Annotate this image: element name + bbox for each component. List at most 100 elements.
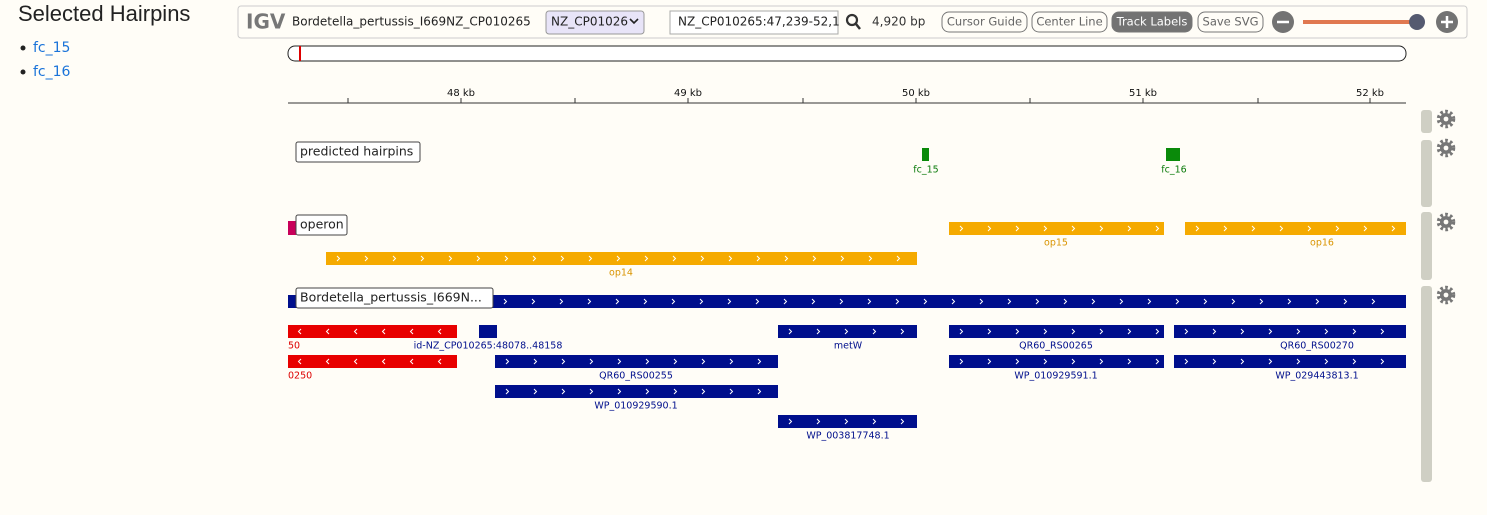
toolbar-button-label[interactable]: Save SVG <box>1203 15 1259 29</box>
strand-arrow <box>872 328 877 335</box>
track-drag-handle[interactable] <box>1421 110 1432 133</box>
strand-arrow <box>1268 358 1273 365</box>
strand-arrow <box>1184 358 1189 365</box>
gear-hole <box>1443 145 1449 151</box>
strand-arrow <box>727 298 732 305</box>
strand-arrow <box>788 328 793 335</box>
strand-arrow <box>699 298 704 305</box>
strand-arrow <box>895 298 900 305</box>
locus-value[interactable]: NZ_CP010265:47,239-52,1 <box>678 15 840 29</box>
strand-arrow <box>1127 358 1132 365</box>
locus-input[interactable] <box>669 10 839 35</box>
strand-arrow <box>645 388 650 395</box>
strand-arrow <box>1035 298 1040 305</box>
strand-arrow <box>1391 225 1396 232</box>
gene-feature[interactable] <box>288 355 457 368</box>
strand-arrow <box>588 255 593 262</box>
gear-teeth[interactable] <box>1436 109 1456 129</box>
hairpin-link[interactable]: fc_16 <box>33 64 71 80</box>
strand-arrow <box>959 225 964 232</box>
gene-feature[interactable] <box>949 325 1164 338</box>
strand-arrow <box>531 298 536 305</box>
track-label: Bordetella_pertussis_I669N... <box>300 290 482 305</box>
strand-arrow <box>1307 225 1312 232</box>
gear-teeth[interactable] <box>1436 285 1456 305</box>
strand-arrow <box>900 418 905 425</box>
strand-arrow <box>1371 298 1376 305</box>
strand-arrow <box>643 298 648 305</box>
strand-arrow <box>420 255 425 262</box>
operon-feature[interactable] <box>1185 222 1406 235</box>
strand-arrow <box>325 328 330 335</box>
strand-arrow <box>729 388 734 395</box>
strand-arrow <box>364 255 369 262</box>
gene-feature[interactable] <box>288 325 457 338</box>
strand-arrow <box>1343 298 1348 305</box>
track-label-box <box>295 141 421 163</box>
strand-arrow <box>617 358 622 365</box>
strand-arrow <box>844 418 849 425</box>
search-icon[interactable] <box>845 13 859 27</box>
zoom-knob[interactable] <box>1409 14 1425 30</box>
strand-arrow <box>561 388 566 395</box>
strand-arrow <box>1099 358 1104 365</box>
strand-arrow <box>1127 328 1132 335</box>
toolbar-button-label[interactable]: Center Line <box>1036 15 1102 29</box>
strand-arrow <box>1240 358 1245 365</box>
strand-arrow <box>336 255 341 262</box>
track-drag-handle[interactable] <box>1421 212 1432 280</box>
strand-arrow <box>987 328 992 335</box>
gene-feature[interactable] <box>495 355 778 368</box>
strand-arrow <box>1231 298 1236 305</box>
strand-arrow <box>700 255 705 262</box>
igv-logo: IGV <box>246 10 286 34</box>
gear-teeth[interactable] <box>1436 212 1456 232</box>
strand-arrow <box>840 255 845 262</box>
strand-arrow <box>1315 298 1320 305</box>
strand-arrow <box>1043 225 1048 232</box>
strand-arrow <box>297 358 302 365</box>
strand-arrow <box>1259 298 1264 305</box>
strand-arrow <box>757 358 762 365</box>
track-drag-handle[interactable] <box>1421 140 1432 207</box>
toolbar-button[interactable] <box>1111 11 1193 33</box>
operon-feature[interactable] <box>326 252 917 265</box>
gene-feature[interactable] <box>495 385 778 398</box>
chromosome-value[interactable]: NZ_CP01026 <box>551 15 628 29</box>
hairpin-feature[interactable] <box>922 148 929 161</box>
strand-arrow <box>671 298 676 305</box>
search-handle <box>855 23 861 30</box>
strand-arrow <box>1015 328 1020 335</box>
strand-arrow <box>923 298 928 305</box>
strand-arrow <box>757 388 762 395</box>
toolbar-button[interactable] <box>941 11 1028 33</box>
hairpin-feature[interactable] <box>1166 148 1180 161</box>
track-drag-handle[interactable] <box>1421 286 1432 482</box>
strand-arrow <box>645 358 650 365</box>
strand-arrow <box>1099 328 1104 335</box>
gene-feature[interactable] <box>1174 355 1406 368</box>
gene-feature[interactable] <box>1174 325 1406 338</box>
operon-feature[interactable] <box>949 222 1164 235</box>
gene-feature[interactable] <box>949 355 1164 368</box>
strand-arrow <box>503 298 508 305</box>
strand-arrow <box>1155 358 1160 365</box>
gene-feature[interactable] <box>479 325 497 338</box>
strand-arrow <box>872 418 877 425</box>
toolbar-button-label[interactable]: Cursor Guide <box>947 15 1022 29</box>
strand-arrow <box>959 328 964 335</box>
hairpin-link[interactable]: fc_15 <box>33 40 70 56</box>
toolbar-button[interactable] <box>1197 11 1264 33</box>
gear-teeth[interactable] <box>1436 138 1456 158</box>
toolbar-button-label[interactable]: Track Labels <box>1116 15 1188 29</box>
gear-hole <box>1443 292 1449 298</box>
feature-label: QR60_RS00255 <box>599 371 673 382</box>
feature-label: WP_029443813.1 <box>1275 371 1358 382</box>
strand-arrow <box>755 298 760 305</box>
chromosome-select[interactable] <box>545 10 645 35</box>
strand-arrow <box>1352 328 1357 335</box>
toolbar-button[interactable] <box>1031 11 1108 33</box>
feature-label: 0250 <box>288 371 312 382</box>
strand-arrow <box>987 225 992 232</box>
